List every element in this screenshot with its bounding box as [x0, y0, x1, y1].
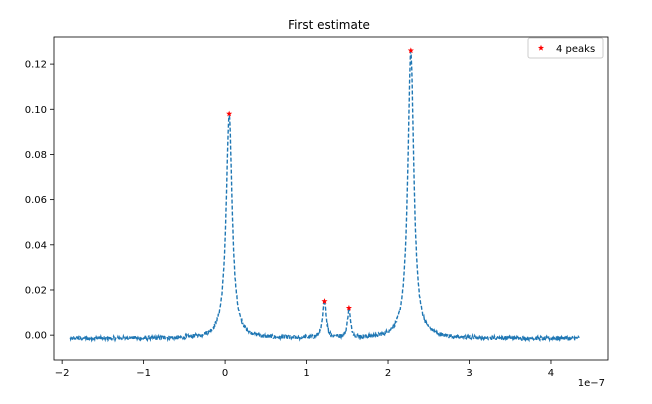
peak-marker [226, 110, 233, 117]
peak-markers [226, 47, 414, 311]
x-tick-label: 3 [466, 368, 472, 379]
x-scale-label: 1e−7 [578, 378, 605, 389]
peak-marker [321, 298, 328, 304]
x-tick-label: 2 [385, 368, 391, 379]
x-tick-label: −2 [55, 368, 70, 379]
y-tick-label: 0.04 [25, 240, 47, 251]
x-tick-label: 0 [222, 368, 228, 379]
legend-box [527, 37, 604, 59]
signal-line [69, 51, 580, 343]
x-tick-label: 1 [303, 368, 309, 379]
legend-star-icon [537, 44, 545, 51]
legend: 4 peaks [527, 37, 604, 59]
y-tick-label: 0.02 [25, 285, 47, 296]
peak-marker [407, 47, 414, 54]
chart-title: First estimate [288, 18, 370, 32]
y-tick-label: 0.12 [25, 60, 47, 71]
legend-label-4-peaks: 4 peaks [556, 44, 595, 55]
plot-area-border [53, 36, 609, 361]
axes-frame [53, 36, 609, 361]
y-axis-ticks: 0.00 0.02 0.04 0.06 0.08 0.10 0.12 [25, 60, 54, 342]
legend-marker-star-icon [537, 44, 545, 51]
x-tick-label: 4 [548, 368, 554, 379]
y-tick-label: 0.06 [25, 195, 47, 206]
series-line [69, 51, 580, 343]
x-axis-ticks: −2 −1 0 1 2 3 4 [55, 360, 554, 379]
y-tick-label: 0.08 [25, 150, 47, 161]
y-tick-label: 0.00 [25, 331, 47, 342]
y-tick-label: 0.10 [25, 105, 47, 116]
peak-marker [345, 304, 352, 311]
x-tick-label: −1 [136, 368, 151, 379]
